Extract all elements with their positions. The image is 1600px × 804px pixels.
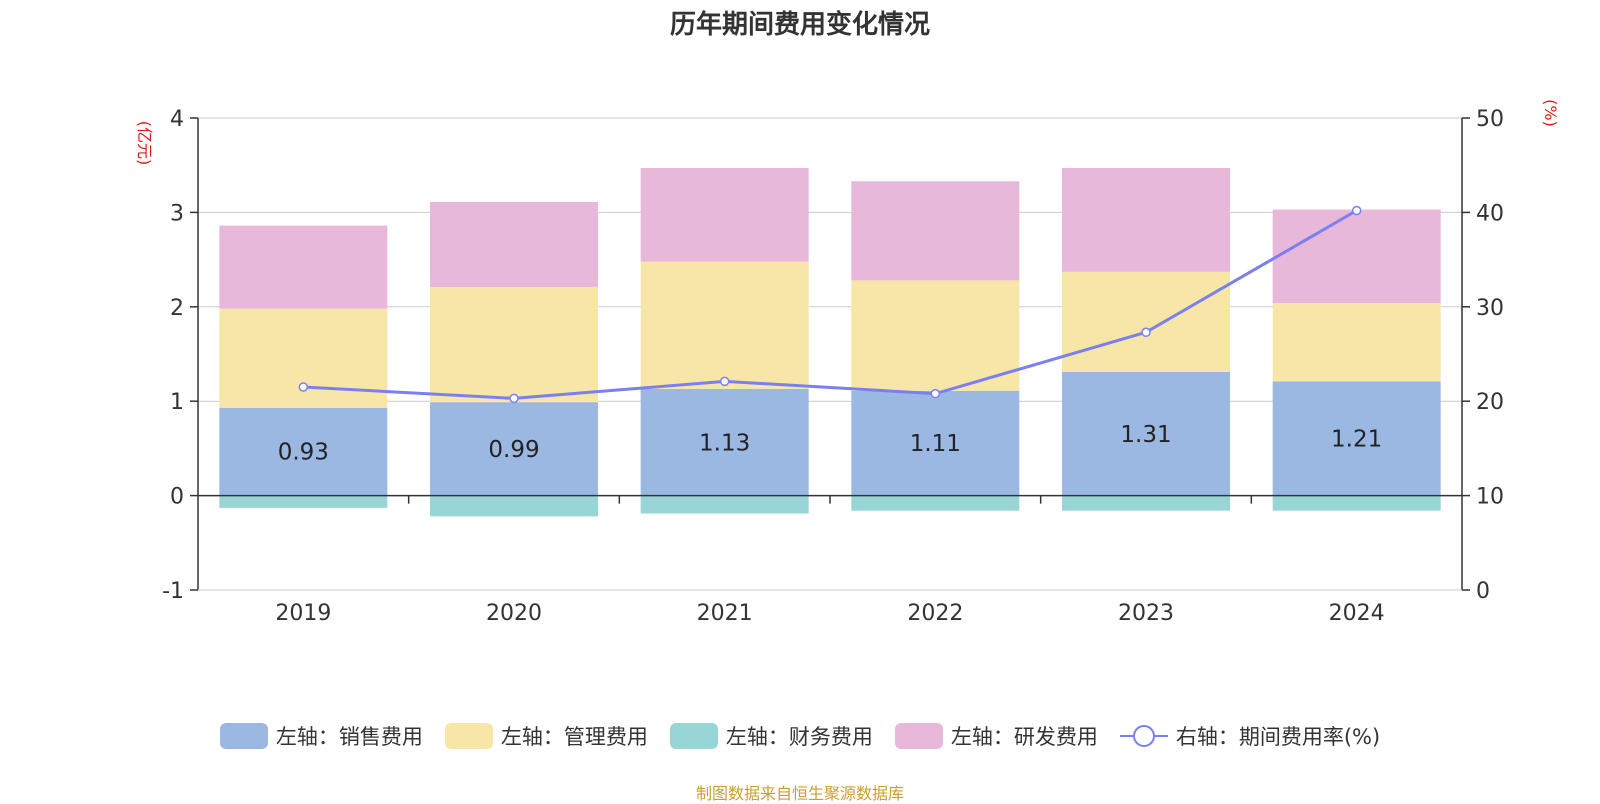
bar-1-2021 bbox=[640, 261, 809, 389]
bar-2-2022 bbox=[851, 495, 1020, 511]
legend-label-finance: 左轴：财务费用 bbox=[725, 725, 873, 749]
legend-item-admin[interactable]: 左轴：管理费用 bbox=[444, 721, 648, 751]
legend-swatch-sales bbox=[219, 723, 268, 749]
rate-line bbox=[303, 209, 1358, 400]
bar-value-label: 1.31 bbox=[1120, 422, 1171, 448]
legend-swatch-rate bbox=[1119, 725, 1168, 747]
rate-point bbox=[930, 388, 941, 399]
legend-swatch-finance bbox=[669, 723, 718, 749]
source-note: 制图数据来自恒生聚源数据库 bbox=[695, 784, 904, 803]
chart-title: 历年期间费用变化情况 bbox=[670, 9, 930, 40]
category-label: 2024 bbox=[1329, 601, 1385, 626]
bar-layer bbox=[219, 168, 1441, 517]
bar-0-2023 bbox=[1062, 371, 1230, 496]
right-tick-label: 0 bbox=[1476, 579, 1490, 604]
right-tick-label: 20 bbox=[1476, 390, 1504, 415]
right-tick-label: 30 bbox=[1476, 296, 1504, 321]
bar-value-label: 1.13 bbox=[699, 430, 750, 456]
left-axis-unit: (亿元) bbox=[135, 121, 154, 166]
bar-0-2019 bbox=[219, 407, 388, 496]
bar-0-2020 bbox=[430, 402, 598, 496]
bar-value-label: 1.21 bbox=[1331, 426, 1382, 452]
legend-label-admin: 左轴：管理费用 bbox=[500, 725, 648, 749]
right-tick-label: 10 bbox=[1476, 485, 1504, 510]
bar-1-2024 bbox=[1272, 303, 1441, 382]
legend-item-sales[interactable]: 左轴：销售费用 bbox=[219, 721, 423, 751]
legend-swatch-admin bbox=[444, 723, 493, 749]
bar-3-2021 bbox=[640, 168, 809, 262]
bar-3-2022 bbox=[851, 181, 1020, 281]
bar-1-2022 bbox=[851, 280, 1020, 391]
left-tick-label: 0 bbox=[170, 485, 184, 510]
rate-line-layer bbox=[298, 205, 1362, 404]
bar-value-label: 0.99 bbox=[488, 437, 539, 463]
bar-2-2021 bbox=[640, 495, 809, 514]
bar-value-label: 0.93 bbox=[278, 440, 329, 466]
legend: 左轴：销售费用 左轴：管理费用 左轴：财务费用 左轴：研发费用 右轴：期间费用率… bbox=[0, 718, 1600, 754]
rate-point bbox=[509, 393, 519, 404]
legend-label-rate: 右轴：期间费用率(%) bbox=[1175, 725, 1381, 749]
right-tick-label: 40 bbox=[1476, 201, 1504, 226]
left-tick-label: 3 bbox=[170, 201, 184, 226]
bar-2-2023 bbox=[1062, 495, 1230, 511]
category-label: 2019 bbox=[275, 601, 331, 626]
rate-point bbox=[1141, 327, 1151, 338]
bar-3-2024 bbox=[1272, 209, 1441, 304]
legend-label-rnd: 左轴：研发费用 bbox=[950, 725, 1098, 749]
bar-0-2021 bbox=[640, 388, 809, 496]
bar-0-2024 bbox=[1272, 381, 1441, 496]
category-label: 2020 bbox=[486, 601, 542, 626]
left-tick-label: 1 bbox=[170, 390, 184, 415]
left-tick-label: 2 bbox=[170, 296, 184, 321]
bar-value-label: 1.11 bbox=[910, 431, 961, 457]
legend-swatch-rnd bbox=[894, 723, 943, 749]
legend-item-rate[interactable]: 右轴：期间费用率(%) bbox=[1119, 721, 1381, 751]
bar-3-2019 bbox=[219, 225, 388, 309]
bar-3-2020 bbox=[430, 202, 598, 287]
bar-2-2019 bbox=[219, 495, 388, 508]
grid-layer bbox=[198, 117, 1462, 402]
rate-point bbox=[298, 382, 309, 392]
bar-1-2020 bbox=[430, 286, 598, 403]
legend-item-finance[interactable]: 左轴：财务费用 bbox=[669, 721, 873, 751]
right-axis-unit: (%) bbox=[1541, 99, 1560, 127]
rate-point bbox=[719, 376, 730, 387]
bar-2-2024 bbox=[1272, 495, 1441, 511]
category-label: 2022 bbox=[907, 601, 963, 626]
category-label: 2021 bbox=[697, 601, 753, 626]
right-tick-label: 50 bbox=[1476, 107, 1504, 132]
category-label: 2023 bbox=[1118, 601, 1174, 626]
left-tick-label: 4 bbox=[170, 107, 184, 132]
left-tick-label: -1 bbox=[162, 579, 184, 604]
label-layer: 0.93 0.99 1.13 1.11 1.31 1.21 bbox=[278, 422, 1383, 466]
legend-label-sales: 左轴：销售费用 bbox=[275, 725, 423, 749]
bar-0-2022 bbox=[851, 390, 1020, 496]
bar-1-2019 bbox=[219, 308, 388, 408]
bar-2-2020 bbox=[430, 495, 598, 517]
bar-3-2023 bbox=[1062, 168, 1230, 272]
rate-point bbox=[1351, 205, 1362, 216]
legend-item-rnd[interactable]: 左轴：研发费用 bbox=[894, 721, 1098, 751]
bar-1-2023 bbox=[1062, 271, 1230, 372]
